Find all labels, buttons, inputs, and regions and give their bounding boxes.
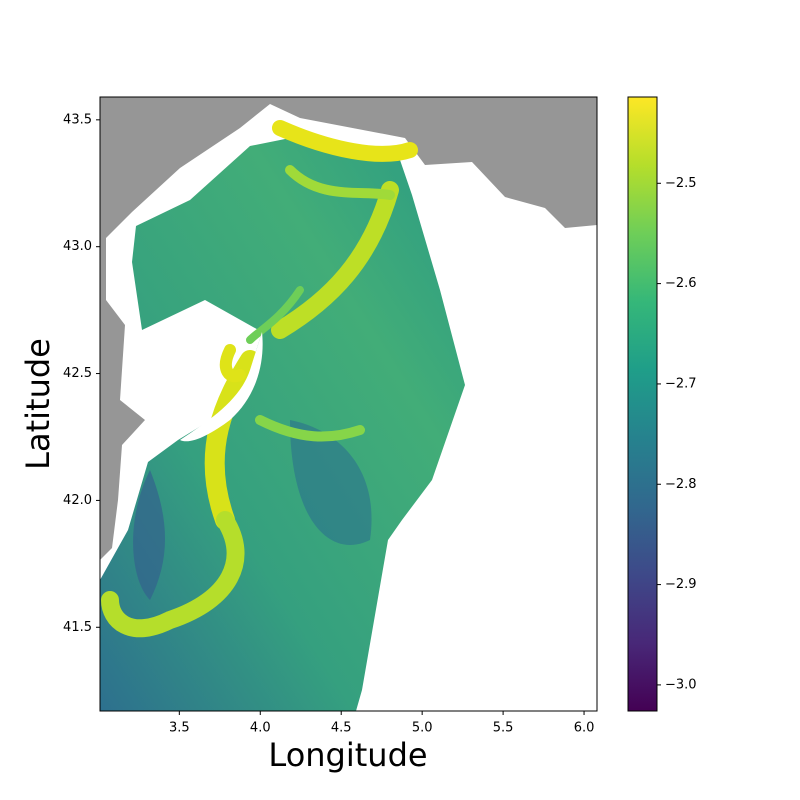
colorbar: [628, 97, 657, 711]
y-tick-label: 43.0: [63, 239, 92, 254]
x-tick-label: 5.5: [493, 721, 514, 736]
y-axis-label: Latitude: [19, 338, 57, 470]
y-tick-label: 41.5: [63, 620, 92, 635]
x-tick-label: 3.5: [169, 721, 190, 736]
x-axis-label: Longitude: [268, 736, 427, 774]
colorbar-tick-label: −2.9: [665, 577, 697, 592]
land: [100, 97, 597, 560]
y-tick-label: 42.0: [63, 493, 92, 508]
colorbar-tick-label: −2.8: [665, 477, 697, 492]
map: [100, 97, 597, 711]
colorbar-tick-label: −3.0: [665, 677, 697, 692]
colorbar-tick-label: −2.7: [665, 376, 697, 391]
axes-frame: [99, 96, 598, 712]
colorbar-frame: [627, 96, 658, 712]
x-tick-label: 4.0: [250, 721, 271, 736]
x-tick-label: 6.0: [574, 721, 595, 736]
y-tick-label: 43.5: [63, 112, 92, 127]
colorbar-tick-label: −2.5: [665, 176, 697, 191]
y-tick-label: 42.5: [63, 366, 92, 381]
x-tick-label: 4.5: [331, 721, 352, 736]
front: [101, 120, 418, 638]
colorbar-tick-label: −2.6: [665, 276, 697, 291]
dark-patch: [133, 470, 165, 600]
island: [180, 332, 263, 442]
sea-field: [100, 136, 465, 711]
dark-patch: [290, 420, 372, 545]
x-tick-label: 5.0: [412, 721, 433, 736]
